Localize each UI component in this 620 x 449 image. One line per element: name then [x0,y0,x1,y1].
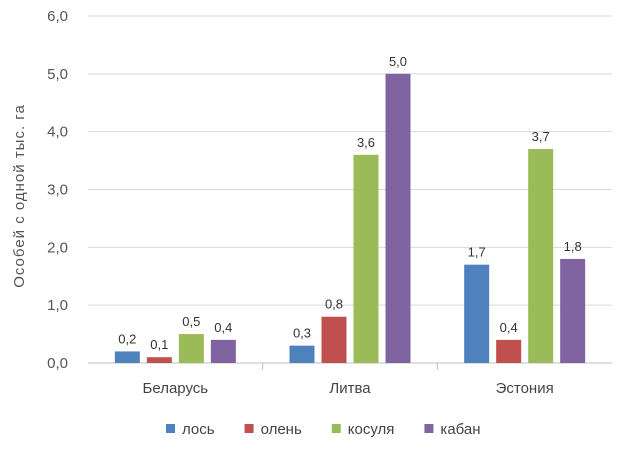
legend-label: косуля [348,421,395,438]
legend-label: олень [261,421,302,438]
data-label: 0,2 [118,331,136,346]
bar-кабан-Беларусь [210,339,236,363]
bars [114,73,586,363]
bar-олень-Беларусь [146,357,172,363]
data-label: 1,7 [468,245,486,260]
y-tick-label: 0,0 [47,355,68,372]
bar-кабан-Литва [385,73,411,363]
gridlines [88,15,612,370]
legend-label: кабан [440,421,480,438]
category-label: Литва [329,380,371,397]
bar-олень-Эстония [496,339,522,363]
legend-swatch-косуля [331,424,341,433]
data-label: 0,4 [500,320,518,335]
category-label: Беларусь [143,380,209,397]
bar-олень-Литва [321,316,347,363]
bar-косуля-Литва [353,154,379,363]
data-label: 5,0 [389,54,407,69]
y-axis-ticks: 0,0 1,0 2,0 3,0 4,0 5,0 6,0 [47,8,68,372]
y-axis-label: Особей с одной тыс. га [11,104,28,288]
y-tick-label: 1,0 [47,297,68,314]
legend-swatch-лось [166,424,175,433]
bar-лось-Беларусь [114,351,140,363]
bar-косуля-Эстония [528,149,554,363]
data-labels: 0,2 0,1 0,5 0,4 0,3 0,8 3,6 5,0 1,7 0,4 3,7 1,8 [118,54,581,352]
legend-swatch-кабан [424,424,434,433]
legend: лось олень косуля кабан [166,421,481,438]
category-label: Эстония [496,380,554,397]
bar-кабан-Эстония [560,258,586,363]
bar-лось-Литва [289,345,315,363]
data-label: 1,8 [564,239,582,254]
data-label: 3,7 [532,129,550,144]
y-tick-label: 6,0 [47,8,68,25]
data-label: 0,8 [325,297,343,312]
bar-лось-Эстония [464,264,490,363]
legend-label: лось [182,421,215,438]
data-label: 3,6 [357,135,375,150]
data-label: 0,5 [182,314,200,329]
category-labels: Беларусь Литва Эстония [143,380,554,397]
data-label: 0,4 [214,320,232,335]
y-tick-label: 5,0 [47,66,68,83]
bar-косуля-Беларусь [178,334,204,363]
data-label: 0,3 [293,326,311,341]
legend-swatch-олень [244,424,254,433]
data-label: 0,1 [150,337,168,352]
y-tick-label: 4,0 [47,124,68,141]
y-tick-label: 3,0 [47,182,68,199]
y-tick-label: 2,0 [47,239,68,256]
